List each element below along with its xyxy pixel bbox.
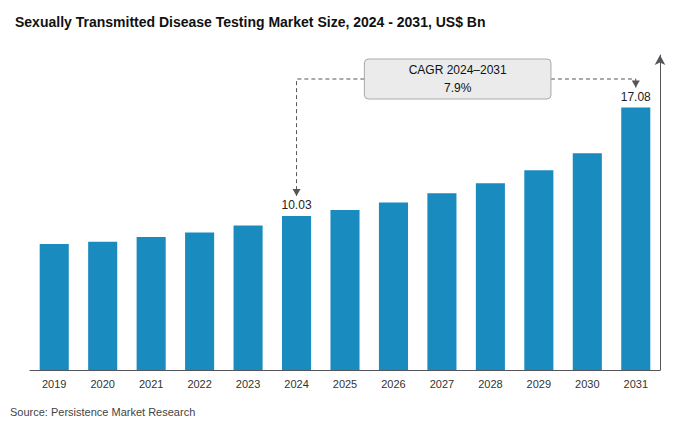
svg-text:2021: 2021: [139, 378, 163, 390]
svg-text:2025: 2025: [333, 378, 357, 390]
svg-text:2024: 2024: [284, 378, 308, 390]
svg-text:2023: 2023: [236, 378, 260, 390]
svg-text:7.9%: 7.9%: [444, 81, 472, 95]
svg-text:2027: 2027: [430, 378, 454, 390]
svg-text:2031: 2031: [624, 378, 648, 390]
svg-text:2029: 2029: [527, 378, 551, 390]
svg-text:Sexually Transmitted Disease T: Sexually Transmitted Disease Testing Mar…: [15, 14, 486, 30]
svg-text:2019: 2019: [42, 378, 66, 390]
svg-text:10.03: 10.03: [282, 198, 312, 212]
svg-text:2020: 2020: [90, 378, 114, 390]
svg-text:2030: 2030: [575, 378, 599, 390]
svg-text:2026: 2026: [381, 378, 405, 390]
svg-text:Source: Persistence Market Res: Source: Persistence Market Research: [10, 406, 195, 418]
svg-text:2022: 2022: [187, 378, 211, 390]
svg-text:CAGR 2024–2031: CAGR 2024–2031: [409, 63, 507, 77]
svg-text:17.08: 17.08: [621, 90, 651, 104]
svg-text:2028: 2028: [478, 378, 502, 390]
